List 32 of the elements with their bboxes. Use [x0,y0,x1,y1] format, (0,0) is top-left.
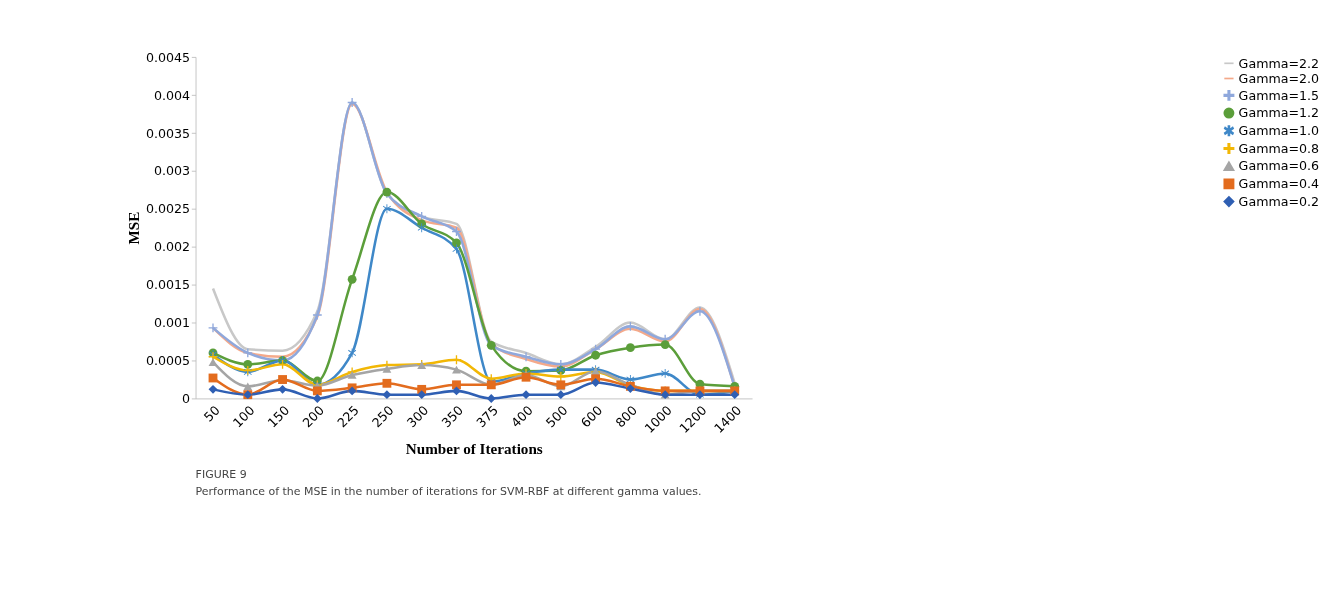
legend-label: Gamma=1.2 [1238,105,1320,121]
y-tick-label: 0.0035 [145,125,191,141]
legend-label: Gamma=2.2 [1238,55,1320,71]
y-tick-label: 0.0045 [145,49,191,65]
text: Performance of the MSE in the number of iterations for SVM-RBF at different gamma values. [195,484,702,498]
legend-label: Gamma=0.8 [1238,140,1320,156]
y-tick-label: 0.002 [153,239,191,255]
x-tick-label: 375 [473,402,501,431]
y-tick-label: 0.003 [153,163,191,179]
x-tick-label: 800 [612,402,641,431]
legend-label: Gamma=0.6 [1238,158,1320,174]
y-tick-label: 0.004 [153,87,191,103]
y-tick-label: 0.0015 [145,277,191,293]
x-tick-label: 600 [577,402,606,431]
legend-label: Gamma=2.0 [1238,70,1320,86]
y-tick-label: 0 [182,391,191,407]
legend-label: Gamma=0.2 [1238,193,1320,209]
x-tick-label: 100 [229,402,258,431]
x-tick-label: 300 [403,402,432,431]
x-tick-label: 350 [438,402,467,431]
y-tick-label: 0.0025 [145,201,191,217]
y-axis-title: MSE [125,211,143,245]
legend-label: Gamma=1.0 [1238,122,1320,138]
x-tick-label: 400 [508,402,536,431]
x-axis-title: Number of Iterations [405,440,543,458]
x-tick-label: 150 [264,402,293,431]
x-tick-label: 50 [200,402,223,425]
y-tick-label: 0.001 [153,315,191,331]
legend-label: Gamma=0.4 [1238,176,1320,192]
legend-label: Gamma=1.5 [1238,87,1320,103]
y-tick-label: 0.0005 [145,353,191,369]
caption: FIGURE 9 [195,467,247,481]
